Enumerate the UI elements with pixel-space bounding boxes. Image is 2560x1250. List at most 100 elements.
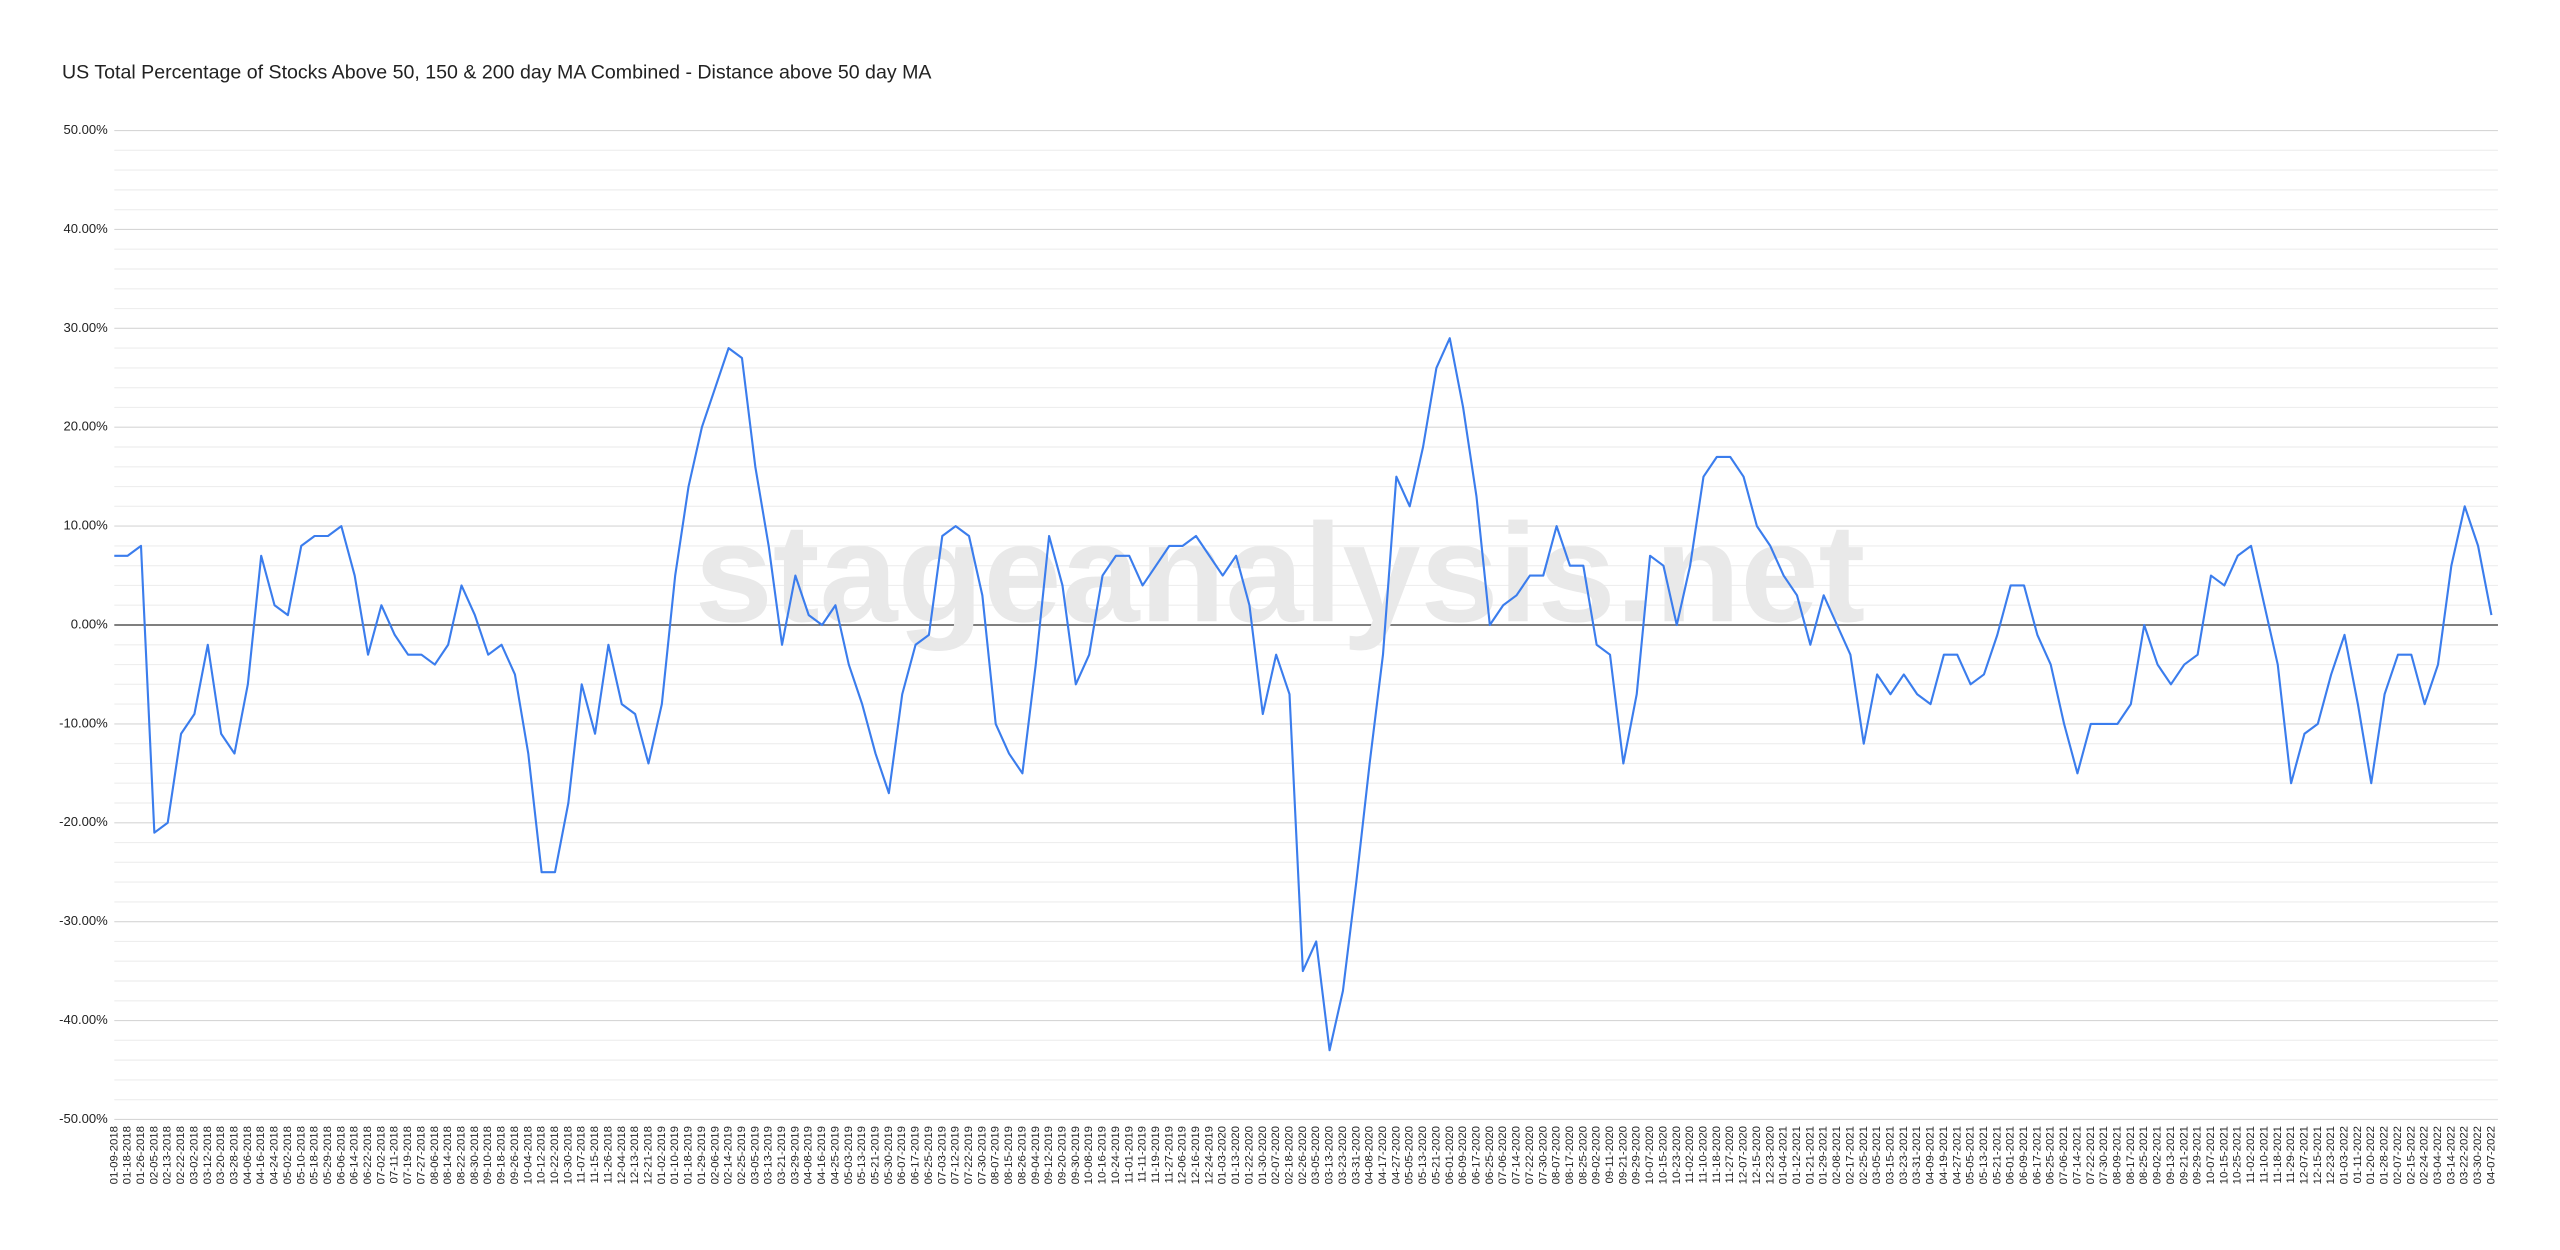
x-tick-label: 06-17-2021 <box>2031 1126 2043 1184</box>
x-tick-label: 02-15-2022 <box>2405 1126 2417 1184</box>
x-tick-label: 03-21-2019 <box>776 1126 788 1184</box>
x-tick-label: 02-22-2018 <box>175 1126 187 1184</box>
x-tick-label: 10-07-2020 <box>1644 1126 1656 1184</box>
x-tick-label: 09-18-2018 <box>496 1126 508 1184</box>
x-tick-label: 07-22-2019 <box>963 1126 975 1184</box>
x-tick-label: 05-05-2021 <box>1965 1126 1977 1184</box>
x-tick-label: 07-03-2019 <box>936 1126 948 1184</box>
x-tick-label: 01-13-2020 <box>1230 1126 1242 1184</box>
x-tick-label: 01-03-2020 <box>1217 1126 1229 1184</box>
x-tick-label: 07-30-2021 <box>2098 1126 2110 1184</box>
chart-title: US Total Percentage of Stocks Above 50, … <box>62 62 932 84</box>
x-tick-label: 06-01-2021 <box>2005 1126 2017 1184</box>
x-tick-label: 05-30-2019 <box>883 1126 895 1184</box>
x-tick-label: 11-02-2021 <box>2245 1126 2257 1183</box>
x-tick-label: 11-18-2021 <box>2272 1126 2284 1183</box>
y-tick-label: 40.00% <box>63 221 108 236</box>
x-tick-label: 04-17-2020 <box>1377 1126 1389 1184</box>
x-tick-label: 10-15-2021 <box>2218 1126 2230 1184</box>
x-tick-label: 01-21-2021 <box>1804 1126 1816 1184</box>
x-tick-label: 03-15-2021 <box>1884 1126 1896 1184</box>
x-tick-label: 12-07-2021 <box>2298 1126 2310 1184</box>
plot: -50.00% -40.00% -30.00% -20.00% -10.00% 0.00%… <box>59 122 2497 1184</box>
x-tick-label: 07-22-2021 <box>2085 1126 2097 1184</box>
x-tick-label: 01-02-2019 <box>656 1126 668 1184</box>
x-tick-label: 01-04-2021 <box>1778 1126 1790 1184</box>
x-tick-label: 05-10-2018 <box>295 1126 307 1184</box>
watermark: stageanalysis.net <box>695 494 1866 651</box>
x-tick-label: 12-15-2021 <box>2312 1126 2324 1184</box>
x-tick-label: 04-19-2021 <box>1938 1126 1950 1184</box>
x-tick-label: 08-07-2020 <box>1551 1126 1563 1184</box>
x-tick-label: 07-30-2020 <box>1537 1126 1549 1184</box>
x-tick-label: 08-09-2021 <box>2112 1126 2124 1184</box>
x-tick-label: 11-19-2019 <box>1150 1126 1162 1183</box>
x-tick-label: 12-23-2021 <box>2325 1126 2337 1184</box>
y-tick-label: 30.00% <box>63 320 108 335</box>
x-tick-label: 02-07-2022 <box>2392 1126 2404 1184</box>
x-tick-label: 04-08-2019 <box>803 1126 815 1184</box>
x-tick-label: 11-26-2018 <box>602 1126 614 1183</box>
x-tick-label: 10-08-2019 <box>1083 1126 1095 1184</box>
x-tick-label: 08-25-2021 <box>2138 1126 2150 1184</box>
x-tick-label: 07-12-2019 <box>950 1126 962 1184</box>
x-tick-label: 02-06-2019 <box>709 1126 721 1184</box>
x-tick-label: 08-14-2018 <box>442 1126 454 1184</box>
x-tick-label: 09-29-2020 <box>1631 1126 1643 1184</box>
x-tick-label: 08-07-2019 <box>990 1126 1002 1184</box>
x-tick-label: 11-01-2019 <box>1123 1126 1135 1183</box>
x-tick-label: 03-05-2021 <box>1871 1126 1883 1184</box>
x-tick-label: 05-29-2018 <box>322 1126 334 1184</box>
x-tick-label: 09-29-2021 <box>2192 1126 2204 1184</box>
x-tick-label: 12-15-2020 <box>1751 1126 1763 1184</box>
x-tick-label: 02-07-2020 <box>1270 1126 1282 1184</box>
x-tick-label: 11-02-2020 <box>1684 1126 1696 1183</box>
x-tick-label: 12-13-2018 <box>629 1126 641 1184</box>
x-tick-label: 10-23-2020 <box>1671 1126 1683 1184</box>
x-tick-label: 12-16-2019 <box>1190 1126 1202 1184</box>
x-tick-label: 10-12-2018 <box>536 1126 548 1184</box>
x-tick-label: 03-20-2018 <box>215 1126 227 1184</box>
x-tick-label: 09-02-2021 <box>2152 1126 2164 1184</box>
x-tick-label: 04-27-2020 <box>1390 1126 1402 1184</box>
x-tick-label: 07-19-2018 <box>402 1126 414 1184</box>
x-tick-label: 12-23-2020 <box>1764 1126 1776 1184</box>
x-tick-label: 02-17-2021 <box>1844 1126 1856 1184</box>
x-tick-label: 06-25-2020 <box>1484 1126 1496 1184</box>
x-tick-label: 09-11-2020 <box>1604 1126 1616 1183</box>
x-tick-label: 03-23-2021 <box>1898 1126 1910 1184</box>
x-tick-label: 11-10-2021 <box>2258 1126 2270 1183</box>
data-line <box>114 337 2493 1052</box>
x-tick-label: 03-13-2020 <box>1324 1126 1336 1184</box>
x-tick-label: 02-25-2021 <box>1858 1126 1870 1184</box>
x-tick-label: 11-07-2018 <box>576 1126 588 1183</box>
x-tick-label: 09-20-2019 <box>1056 1126 1068 1184</box>
x-tick-label: 03-31-2020 <box>1350 1126 1362 1184</box>
x-tick-label: 12-04-2018 <box>616 1126 628 1184</box>
x-tick-label: 01-22-2020 <box>1243 1126 1255 1184</box>
x-tick-label: 05-13-2020 <box>1417 1126 1429 1184</box>
x-tick-label: 03-30-2022 <box>2472 1126 2484 1184</box>
x-tick-label: 03-29-2019 <box>789 1126 801 1184</box>
x-tick-label: 09-21-2020 <box>1617 1126 1629 1184</box>
x-tick-label: 06-25-2021 <box>2045 1126 2057 1184</box>
y-tick-label: 50.00% <box>63 122 108 137</box>
x-tick-label: 10-25-2021 <box>2232 1126 2244 1184</box>
x-tick-label: 07-14-2020 <box>1511 1126 1523 1184</box>
x-tick-label: 04-16-2019 <box>816 1126 828 1184</box>
x-tick-label: 07-11-2018 <box>389 1126 401 1183</box>
x-tick-label: 05-13-2019 <box>856 1126 868 1184</box>
x-tick-label: 01-03-2022 <box>2339 1126 2351 1184</box>
x-tick-label: 03-04-2022 <box>2432 1126 2444 1184</box>
x-tick-label: 05-03-2019 <box>843 1126 855 1184</box>
x-tick-label: 12-07-2020 <box>1738 1126 1750 1184</box>
x-tick-label: 02-24-2022 <box>2419 1126 2431 1184</box>
x-tick-label: 05-13-2021 <box>1978 1126 1990 1184</box>
x-tick-label: 01-10-2019 <box>669 1126 681 1184</box>
x-tick-label: 02-25-2019 <box>736 1126 748 1184</box>
x-tick-label: 07-06-2020 <box>1497 1126 1509 1184</box>
x-tick-label: 08-06-2018 <box>429 1126 441 1184</box>
x-tick-label: 03-28-2018 <box>228 1126 240 1184</box>
x-tick-label: 06-01-2020 <box>1444 1126 1456 1184</box>
